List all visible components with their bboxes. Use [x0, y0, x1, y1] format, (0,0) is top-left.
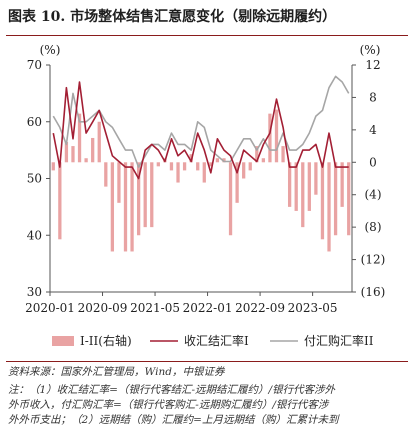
bar [222, 158, 226, 163]
source-divider [6, 361, 408, 362]
legend-label: 收汇结汇率I [184, 333, 249, 348]
x-tick-label: 2022-01 [183, 301, 233, 315]
bar [104, 162, 108, 187]
bar [58, 162, 62, 240]
bar [64, 142, 69, 163]
right-tick-label: (12) [361, 253, 386, 267]
right-tick-label: 4 [369, 123, 377, 137]
footnote-line: 外外币支出；（2）远期结（购）汇履约=上月远期结（购）汇累计未到 [8, 414, 339, 426]
chart-title: 图表 10. 市场整体结售汇意愿变化（剔除远期履约） [8, 9, 337, 25]
bar [340, 162, 344, 207]
bar [294, 162, 298, 211]
left-tick-label: 40 [27, 228, 42, 242]
legend-swatch-bar [52, 336, 74, 346]
bar [287, 162, 292, 207]
bar [301, 162, 305, 228]
left-tick-label: 70 [27, 58, 42, 72]
bar [235, 162, 239, 203]
right-tick-label: 0 [369, 155, 377, 169]
bar-series-diff [51, 109, 351, 252]
bar [150, 162, 154, 228]
bar [215, 158, 220, 163]
bar [51, 162, 55, 171]
title-divider [6, 35, 408, 36]
bar [97, 121, 101, 163]
x-tick-label: 2021-05 [130, 301, 180, 315]
right-tick-label: 12 [365, 58, 380, 72]
bar [84, 158, 88, 163]
footnote-line: 注：（1）收汇结汇率=（银行代客结汇-远期结汇履约）/银行代客涉外 [8, 384, 336, 396]
left-tick-label: 60 [27, 115, 42, 129]
bar [307, 162, 311, 211]
bar [347, 162, 351, 236]
line-purchase-rate [52, 75, 350, 168]
bar [117, 162, 121, 203]
bar [274, 109, 279, 163]
bar [261, 158, 266, 163]
combo-chart: (%) (%) 30 40 50 60 70 (16) (12) (8) (4) 0 4 8 12 2020-… [25, 43, 385, 348]
bar [333, 162, 338, 236]
bar [327, 162, 331, 252]
bar [314, 162, 318, 195]
bar [143, 162, 147, 228]
line-settlement-rate [52, 81, 349, 180]
bar [123, 162, 128, 252]
legend-label: 付汇购汇率II [304, 333, 374, 348]
bar [169, 162, 174, 171]
bar [268, 113, 272, 163]
bar [91, 137, 95, 163]
right-tick-label: (8) [365, 220, 382, 234]
bar [77, 113, 82, 163]
right-tick-label: (4) [365, 188, 382, 202]
bar [176, 162, 180, 183]
bar [156, 162, 160, 167]
bar [242, 162, 246, 179]
bar [209, 162, 213, 167]
x-tick-label: 2020-01 [25, 301, 75, 315]
bar [130, 162, 134, 252]
right-tick-label: 8 [369, 90, 377, 104]
left-axis-unit: (%) [40, 43, 61, 57]
footnote-line: 外币收入，付汇购汇率=（银行代客购汇-远期购汇履约）/银行代客涉 [8, 399, 329, 411]
bar [202, 162, 206, 183]
bar [182, 162, 187, 171]
line-series [52, 75, 350, 180]
bar [110, 162, 115, 252]
source-text: 资料来源：国家外汇管理局，Wind，中银证券 [8, 366, 225, 378]
right-tick-label: (16) [361, 285, 386, 299]
right-axis-unit: (%) [360, 43, 381, 57]
left-tick-label: 50 [27, 172, 42, 186]
legend-label: I-II(右轴) [80, 333, 132, 348]
bar [136, 162, 141, 236]
bar [71, 146, 75, 163]
bar [248, 162, 252, 171]
footnote: 注：（1）收汇结汇率=（银行代客结汇-远期结汇履约）/银行代客涉外 外币收入，付… [8, 383, 406, 428]
bar [255, 146, 259, 163]
bar [196, 162, 200, 171]
x-tick-label: 2023-05 [288, 301, 338, 315]
left-tick-label: 30 [27, 285, 42, 299]
bar [281, 146, 285, 163]
bar [228, 162, 233, 236]
chart-legend: I-II(右轴) 收汇结汇率I 付汇购汇率II [52, 333, 374, 348]
chart-axes: (%) (%) 30 40 50 60 70 (16) (12) (8) (4) 0 4 8 12 2020-… [25, 43, 385, 315]
bar [320, 162, 325, 240]
x-tick-label: 2020-09 [78, 301, 128, 315]
x-tick-label: 2022-09 [235, 301, 285, 315]
